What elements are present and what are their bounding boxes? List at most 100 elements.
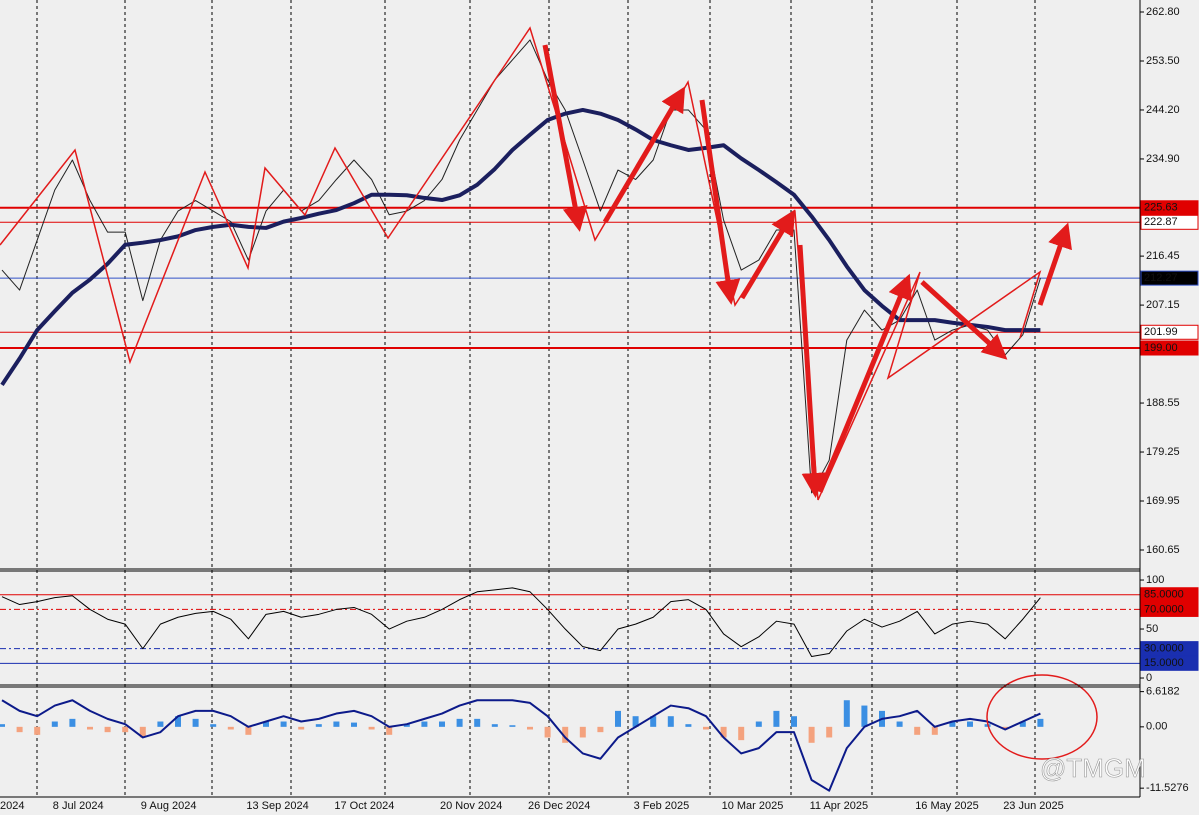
x-tick-label: 16 May 2025 bbox=[915, 800, 979, 812]
histogram-bar bbox=[192, 718, 199, 727]
x-tick-label: 3 Feb 2025 bbox=[634, 800, 690, 812]
y-tick-label: 160.65 bbox=[1146, 544, 1180, 556]
y-tick-label: 188.55 bbox=[1146, 397, 1180, 409]
histogram-bar bbox=[456, 718, 463, 727]
y-tick-label: 50 bbox=[1146, 623, 1158, 635]
histogram-bar bbox=[104, 726, 111, 733]
series-line bbox=[1, 699, 1041, 792]
histogram-bar bbox=[368, 726, 375, 730]
y-tick-label: 0 bbox=[1146, 672, 1152, 684]
histogram-bar bbox=[139, 726, 146, 738]
series-line bbox=[0, 107, 1041, 386]
y-tick-label: 234.90 bbox=[1146, 153, 1180, 165]
histogram-bar bbox=[861, 705, 868, 727]
level-label-box bbox=[1140, 587, 1199, 603]
x-tick-label: 8 Jul 2024 bbox=[53, 800, 104, 812]
histogram-bar bbox=[544, 726, 551, 738]
y-tick-label: 216.45 bbox=[1146, 250, 1180, 262]
histogram-bar bbox=[439, 721, 445, 727]
level-label: 70.0000 bbox=[1144, 603, 1184, 615]
y-tick-label: 100 bbox=[1146, 574, 1164, 586]
histogram-bar bbox=[703, 726, 709, 730]
x-tick-label: 17 Oct 2024 bbox=[334, 800, 394, 812]
histogram-bar bbox=[967, 721, 973, 727]
y-tick-label: 244.20 bbox=[1146, 104, 1180, 116]
histogram-bar bbox=[491, 724, 498, 727]
histogram-bar bbox=[738, 726, 745, 741]
histogram-bar bbox=[949, 721, 956, 727]
highlight-ellipse bbox=[986, 674, 1098, 760]
histogram-bar bbox=[69, 718, 76, 727]
x-tick-label: 11 Apr 2025 bbox=[810, 800, 869, 812]
histogram-bar bbox=[808, 726, 815, 743]
histogram-bar bbox=[755, 721, 762, 727]
histogram-bar bbox=[87, 726, 93, 730]
data-layer bbox=[0, 39, 1140, 792]
histogram-bar bbox=[667, 716, 674, 727]
histogram-bar bbox=[263, 721, 269, 727]
histogram-bar bbox=[843, 700, 850, 727]
level-label-box bbox=[1140, 655, 1199, 671]
histogram-bar bbox=[931, 726, 938, 735]
histogram-bar bbox=[0, 724, 5, 727]
level-label-box bbox=[1140, 200, 1199, 216]
x-tick-label: 10 Mar 2025 bbox=[722, 800, 784, 812]
histogram-bar bbox=[386, 726, 393, 735]
histogram-bar bbox=[157, 721, 164, 727]
x-tick-label: 9 Aug 2024 bbox=[141, 800, 197, 812]
x-tick-label: 20 Nov 2024 bbox=[440, 800, 502, 812]
level-label: 212.27 bbox=[1144, 272, 1178, 284]
histogram-bar bbox=[1002, 726, 1009, 730]
level-label: 201.99 bbox=[1144, 326, 1178, 338]
level-label-box bbox=[1140, 270, 1199, 286]
arrows bbox=[542, 44, 1072, 498]
level-label: 30.0000 bbox=[1144, 643, 1184, 655]
histogram-bar bbox=[403, 724, 410, 727]
y-tick-label: 6.6182 bbox=[1146, 686, 1180, 698]
histogram-bar bbox=[1019, 721, 1026, 727]
y-tick-label: 253.50 bbox=[1146, 55, 1180, 67]
histogram-bar bbox=[773, 710, 780, 727]
zigzag bbox=[0, 26, 1042, 501]
level-label: 85.0000 bbox=[1144, 589, 1184, 601]
histogram-bar bbox=[333, 721, 340, 727]
histogram-bar bbox=[527, 726, 533, 730]
histogram-bar bbox=[122, 726, 129, 733]
histogram-bar bbox=[210, 724, 217, 727]
histogram-bar bbox=[791, 716, 797, 727]
histogram-bar bbox=[227, 726, 234, 730]
histogram-bar bbox=[650, 716, 657, 727]
time-separators bbox=[36, 0, 1036, 797]
histogram-bar bbox=[16, 726, 23, 733]
histogram-bar bbox=[914, 726, 921, 735]
level-label: 225.63 bbox=[1144, 202, 1178, 214]
histogram-bar bbox=[1037, 718, 1044, 727]
histogram-bar bbox=[615, 710, 621, 727]
histogram-bar bbox=[632, 716, 639, 727]
histogram-bar bbox=[34, 726, 41, 735]
histogram-bar bbox=[315, 724, 322, 727]
level-label-box bbox=[1140, 641, 1199, 657]
y-tick-label: 262.80 bbox=[1146, 6, 1180, 18]
histogram-bar bbox=[421, 721, 428, 727]
x-tick-label: 13 Sep 2024 bbox=[246, 800, 308, 812]
histogram-bar bbox=[579, 726, 586, 738]
y-tick-label: 179.25 bbox=[1146, 446, 1180, 458]
histogram-bar bbox=[245, 726, 252, 735]
y-tick-label: 0.00 bbox=[1146, 721, 1167, 733]
x-tick-label: 2024 bbox=[0, 800, 24, 812]
histogram-bar bbox=[51, 721, 58, 727]
watermark: @TMGM bbox=[1040, 753, 1146, 783]
pane-borders bbox=[0, 0, 1141, 798]
histogram-bar bbox=[896, 721, 903, 727]
histogram-bar bbox=[280, 721, 287, 727]
histogram-bar bbox=[298, 726, 305, 730]
level-label: 199.00 bbox=[1144, 342, 1178, 354]
series-line bbox=[1, 587, 1041, 657]
x-tick-label: 26 Dec 2024 bbox=[528, 800, 590, 812]
histogram-bar bbox=[826, 726, 833, 738]
x-tick-label: 23 Jun 2025 bbox=[1003, 800, 1064, 812]
level-label-box bbox=[1140, 340, 1199, 356]
